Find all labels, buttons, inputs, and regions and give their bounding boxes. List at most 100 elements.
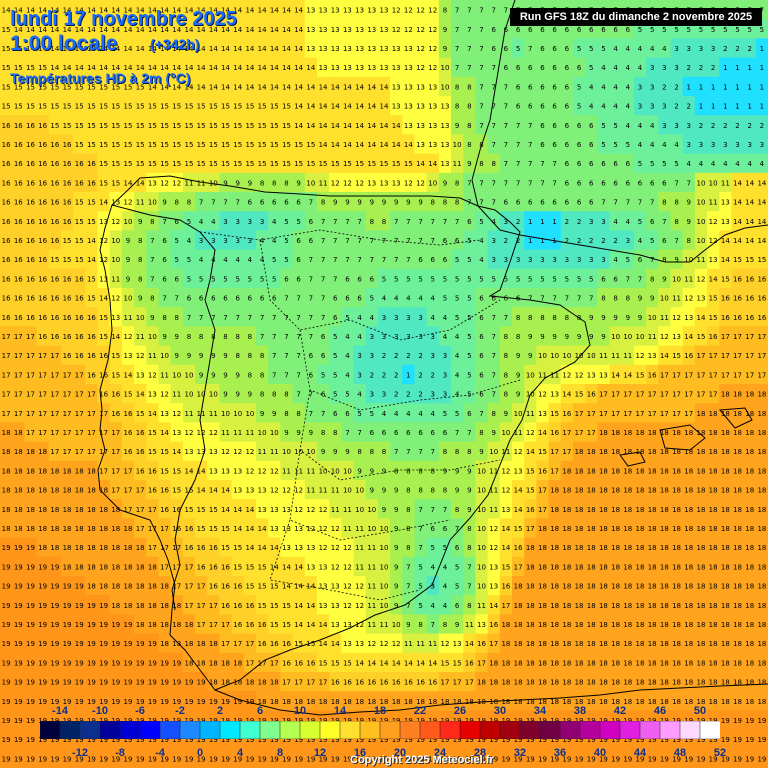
temperature-value: 9 bbox=[516, 371, 520, 379]
temperature-value: 11 bbox=[428, 640, 437, 648]
temperature-value: 3 bbox=[370, 333, 374, 341]
temperature-value: 4 bbox=[650, 45, 655, 53]
temperature-value: 18 bbox=[111, 583, 120, 591]
temperature-value: 5 bbox=[284, 237, 288, 245]
temperature-value: 11 bbox=[648, 333, 657, 341]
temperature-cell bbox=[463, 96, 477, 116]
temperature-value: 18 bbox=[538, 544, 547, 552]
temperature-value: 18 bbox=[489, 679, 498, 687]
temperature-value: 4 bbox=[760, 160, 765, 168]
temperature-value: 10 bbox=[477, 583, 486, 591]
temperature-cell bbox=[463, 38, 477, 59]
temperature-value: 8 bbox=[284, 410, 288, 418]
temperature-value: 17 bbox=[148, 506, 157, 514]
temperature-value: 18 bbox=[611, 487, 620, 495]
temperature-value: 16 bbox=[75, 160, 84, 168]
temperature-value: 15 bbox=[99, 103, 108, 111]
temperature-value: 6 bbox=[321, 352, 326, 360]
temperature-value: 10 bbox=[672, 275, 681, 283]
temperature-value: 6 bbox=[552, 141, 557, 149]
temperature-value: 16 bbox=[514, 544, 523, 552]
temperature-cell bbox=[560, 192, 574, 212]
temperature-value: 14 bbox=[245, 506, 254, 514]
temperature-value: 16 bbox=[501, 583, 510, 591]
temperature-cell bbox=[390, 57, 403, 78]
temperature-value: 18 bbox=[38, 467, 47, 475]
temperature-cell bbox=[719, 153, 733, 174]
temperature-value: 14 bbox=[355, 141, 364, 149]
temperature-value: 14 bbox=[367, 83, 376, 91]
temperature-value: 10 bbox=[367, 506, 376, 514]
temperature-value: 12 bbox=[440, 640, 449, 648]
temperature-cell bbox=[304, 211, 318, 231]
temperature-value: 16 bbox=[2, 160, 11, 168]
temperature-value: 15 bbox=[14, 103, 23, 111]
temperature-value: 14 bbox=[294, 563, 303, 571]
temperature-cell bbox=[621, 172, 635, 193]
temperature-cell bbox=[134, 76, 147, 97]
temperature-cell bbox=[182, 96, 196, 116]
temperature-value: 11 bbox=[148, 352, 157, 360]
temperature-value: 6 bbox=[516, 26, 521, 34]
temperature-cell bbox=[146, 19, 160, 39]
temperature-value: 6 bbox=[248, 295, 253, 303]
temperature-cell bbox=[109, 76, 123, 97]
temperature-value: 19 bbox=[38, 659, 47, 667]
temperature-value: 6 bbox=[296, 237, 301, 245]
temperature-value: 15 bbox=[75, 103, 84, 111]
temperature-cell bbox=[365, 115, 379, 135]
temperature-cell bbox=[451, 0, 464, 20]
temperature-value: 19 bbox=[111, 621, 120, 629]
temperature-value: 16 bbox=[136, 448, 145, 456]
temperature-value: 8 bbox=[138, 237, 142, 245]
temperature-value: 13 bbox=[319, 563, 328, 571]
temperature-value: 9 bbox=[638, 295, 642, 303]
temperature-value: 3 bbox=[418, 333, 422, 341]
temperature-value: 16 bbox=[343, 679, 352, 687]
temperature-value: 18 bbox=[136, 583, 145, 591]
temperature-value: 7 bbox=[321, 275, 325, 283]
temperature-value: 19 bbox=[26, 679, 35, 687]
temperature-value: 4 bbox=[650, 122, 655, 130]
temperature-value: 4 bbox=[662, 141, 667, 149]
temperature-value: 11 bbox=[184, 410, 193, 418]
temperature-value: 11 bbox=[136, 199, 145, 207]
temperature-value: 14 bbox=[270, 7, 279, 15]
temperature-value: 17 bbox=[111, 487, 120, 495]
temperature-value: 19 bbox=[75, 583, 84, 591]
temperature-value: 18 bbox=[721, 506, 730, 514]
temperature-value: 8 bbox=[467, 103, 471, 111]
temperature-value: 6 bbox=[162, 237, 167, 245]
temperature-cell bbox=[0, 153, 13, 174]
temperature-cell bbox=[560, 153, 574, 174]
temperature-value: 18 bbox=[587, 602, 596, 610]
temperature-value: 18 bbox=[709, 621, 718, 629]
temperature-value: 16 bbox=[38, 256, 47, 264]
temperature-value: 5 bbox=[650, 160, 654, 168]
temperature-value: 9 bbox=[443, 179, 447, 187]
temperature-value: 18 bbox=[684, 506, 693, 514]
temperature-cell bbox=[36, 57, 50, 78]
temperature-cell bbox=[414, 134, 428, 155]
temperature-value: 18 bbox=[221, 659, 230, 667]
temperature-value: 19 bbox=[14, 679, 23, 687]
temperature-value: 14 bbox=[319, 621, 328, 629]
temperature-value: 7 bbox=[687, 179, 691, 187]
temperature-value: 18 bbox=[160, 640, 169, 648]
temperature-value: 17 bbox=[99, 410, 108, 418]
temperature-value: 11 bbox=[306, 487, 315, 495]
temperature-value: 6 bbox=[272, 199, 277, 207]
temperature-value: 18 bbox=[672, 525, 681, 533]
temperature-cell bbox=[243, 38, 257, 59]
temperature-value: 18 bbox=[721, 563, 730, 571]
temperature-value: 7 bbox=[345, 256, 349, 264]
temperature-value: 9 bbox=[516, 352, 520, 360]
temperature-value: 14 bbox=[380, 141, 389, 149]
temperature-value: 6 bbox=[540, 26, 545, 34]
temperature-value: 18 bbox=[757, 429, 766, 437]
temperature-value: 7 bbox=[199, 314, 203, 322]
temperature-value: 19 bbox=[111, 640, 120, 648]
temperature-value: 14 bbox=[745, 199, 754, 207]
temperature-cell bbox=[597, 76, 611, 97]
temperature-value: 9 bbox=[577, 333, 581, 341]
